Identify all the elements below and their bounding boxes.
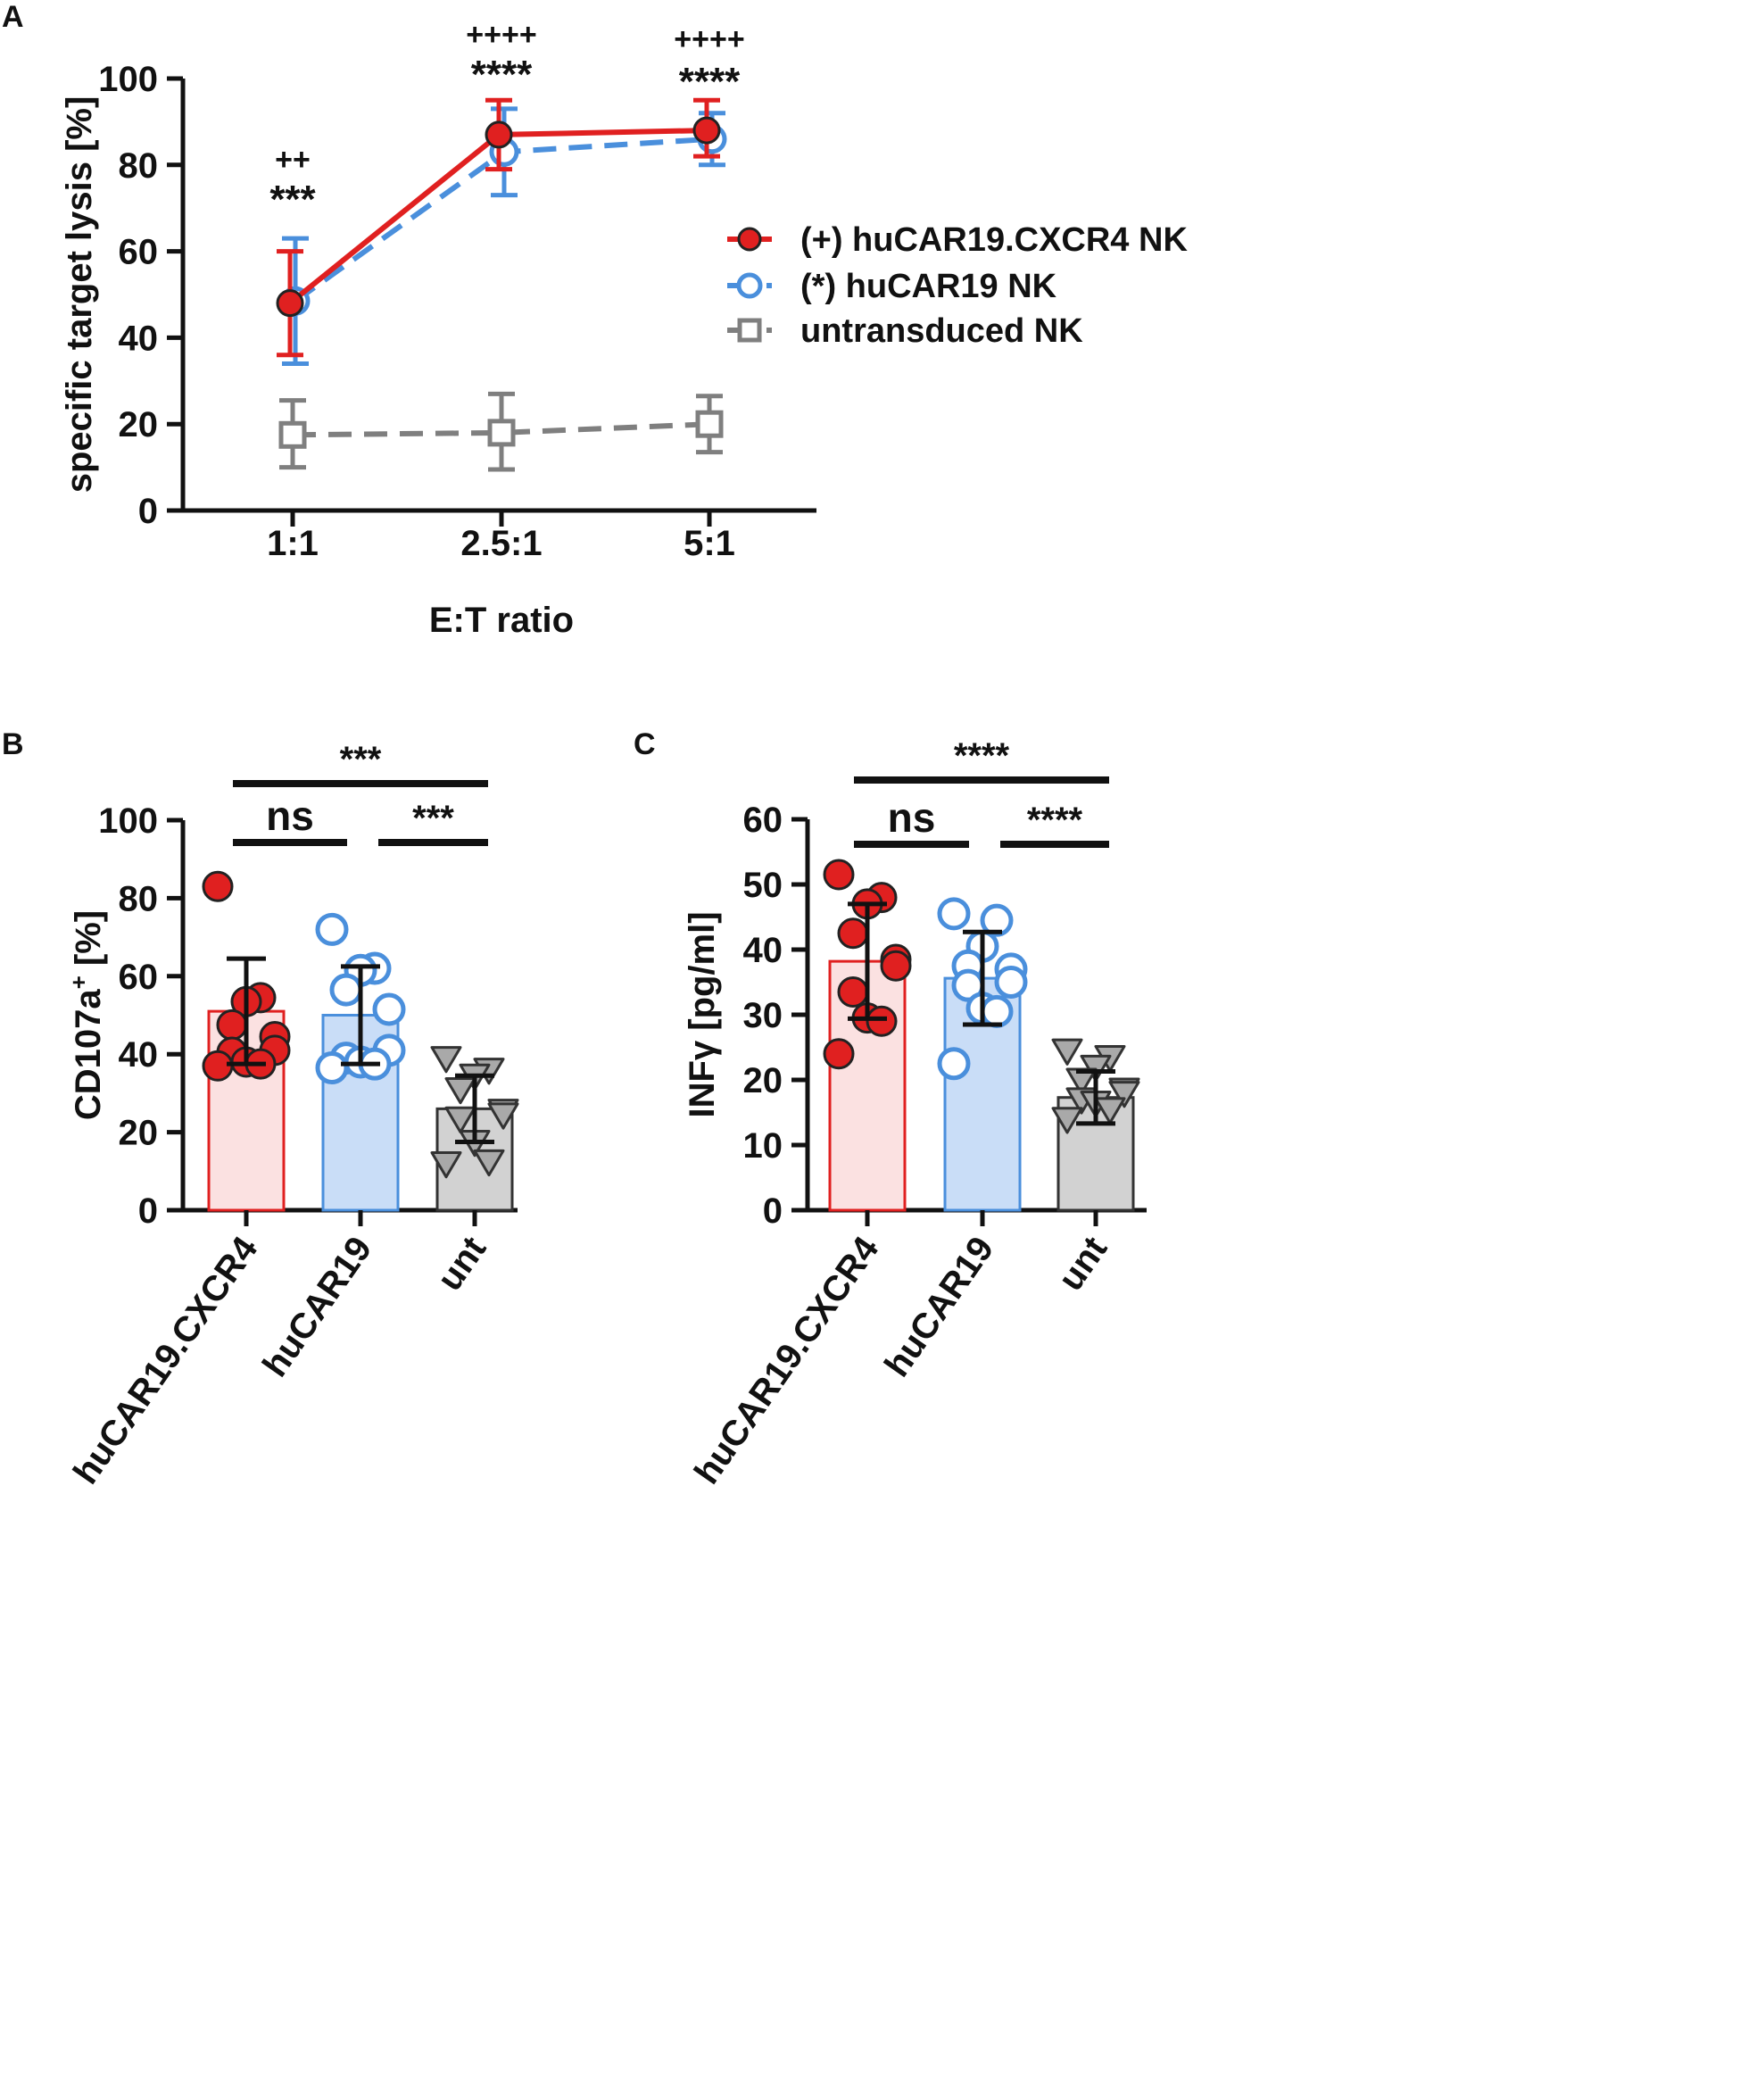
panel-b-data-point	[202, 870, 234, 902]
panel-b-x-tick-label: unt	[430, 1230, 494, 1298]
panel-a-y-tick-label: 0	[138, 492, 158, 531]
panel-b-data-point	[444, 1077, 476, 1105]
legend-label: untransduced NK	[800, 312, 1083, 350]
panel-c-x-tick-label: huCAR19	[877, 1230, 1001, 1384]
panel-c-data-point	[980, 994, 1014, 1028]
legend-marker	[737, 227, 762, 252]
panel-c-y-tick-label: 0	[763, 1191, 783, 1231]
panel-b-data-point	[329, 973, 363, 1007]
panel-b-data-point	[487, 1102, 519, 1130]
panel-a-point	[278, 420, 307, 449]
panel-c-y-tick-label: 60	[743, 801, 783, 840]
legend-marker	[737, 318, 762, 343]
panel-a-y-tick-label: 100	[98, 60, 158, 99]
panel-c-data-point	[880, 950, 912, 982]
panel-c-x-tick-label: unt	[1051, 1230, 1115, 1298]
panel-c-data-point	[1051, 1038, 1083, 1066]
panel-b-y-axis-title-sup: +	[65, 975, 92, 989]
panel-c-data-point	[866, 1005, 898, 1037]
panel-b-data-point	[444, 1106, 476, 1134]
panel-b-data-point	[372, 992, 406, 1026]
panel-a-point	[692, 116, 721, 145]
panel-b-y-tick-label: 40	[119, 1035, 159, 1075]
panel-c-data-point	[1108, 1081, 1140, 1108]
panel-b-data-point	[473, 1149, 505, 1177]
panel-c-data-point	[980, 903, 1014, 937]
panel-b-y-axis-title-main: CD107a	[69, 989, 108, 1121]
panel-a-star-annotation: ****	[679, 60, 741, 104]
panel-c-data-point	[1065, 1067, 1098, 1095]
panel-a-x-tick-label: 5:1	[684, 524, 735, 563]
panel-c-data-point	[1051, 1107, 1083, 1134]
legend-marker	[736, 272, 763, 299]
panel-c-sig-label: ****	[1027, 801, 1083, 840]
panel-a-label: A	[2, 0, 24, 34]
panel-a-y-tick-label: 20	[119, 405, 159, 444]
panel-b-data-point	[430, 1046, 462, 1074]
panel-a-star-annotation: ***	[269, 178, 316, 221]
panel-c-sig-label: ns	[888, 794, 936, 841]
panel-c-y-tick-label: 40	[743, 931, 783, 970]
panel-b-y-tick-label: 100	[98, 801, 158, 841]
panel-c-y-tick-label: 50	[743, 866, 783, 905]
panel-c-y-axis-title-main: INFγ [pg/ml]	[683, 911, 722, 1117]
panel-b-y-axis-title-rest: [%]	[69, 910, 108, 975]
panel-c-data-point	[1094, 1097, 1126, 1125]
panel-c-data-point	[837, 917, 869, 950]
panel-a-x-tick-label: 1:1	[267, 524, 319, 563]
legend-label: (*) huCAR19 NK	[800, 268, 1057, 305]
panel-c-data-point	[937, 1047, 971, 1081]
panel-b-y-tick-label: 0	[138, 1191, 158, 1231]
panel-a-y-tick-label: 40	[119, 319, 159, 358]
panel-b-sig-label: ***	[412, 799, 454, 838]
panel-b-data-point	[315, 912, 349, 946]
panel-b-y-tick-label: 80	[119, 879, 159, 918]
panel-b-data-point	[315, 1050, 349, 1084]
panel-a-plus-annotation: ++++	[674, 22, 744, 56]
panel-c-label: C	[634, 727, 656, 761]
panel-c-y-tick-label: 20	[743, 1061, 783, 1100]
panel-c-data-point	[937, 897, 971, 931]
panel-a-plus-annotation: ++	[275, 143, 311, 177]
panel-a-point	[695, 410, 724, 438]
panel-c-sig-label: ****	[954, 736, 1010, 776]
panel-c-data-point	[837, 975, 869, 1008]
panel-c-data-point	[823, 1038, 855, 1070]
panel-a-y-axis-title: specific target lysis [%]	[60, 96, 99, 494]
panel-c-data-point	[994, 966, 1028, 999]
panel-b-data-point	[430, 1151, 462, 1179]
panel-a-point	[276, 289, 304, 318]
panel-b-x-tick-label: huCAR19	[255, 1230, 379, 1384]
panel-b-y-axis-title: CD107a+ [%]	[65, 910, 108, 1120]
panel-c-x-tick-label: huCAR19.CXCR4	[687, 1229, 887, 1490]
panel-c-y-tick-label: 30	[743, 996, 783, 1035]
panel-b-label: B	[2, 727, 24, 761]
panel-a-x-axis-title: E:T ratio	[429, 601, 574, 640]
legend-label: (+) huCAR19.CXCR4 NK	[800, 221, 1188, 259]
panel-a-y-tick-label: 60	[119, 233, 159, 272]
panel-c-data-point	[823, 859, 855, 891]
panel-a-y-tick-label: 80	[119, 146, 159, 186]
panel-a-x-tick-label: 2.5:1	[460, 524, 542, 563]
panel-b-y-tick-label: 20	[119, 1114, 159, 1153]
panel-b-sig-label: ns	[266, 793, 314, 839]
panel-b-y-tick-label: 60	[119, 958, 159, 997]
panel-b-x-tick-label: huCAR19.CXCR4	[66, 1229, 266, 1490]
panel-b-data-point	[216, 1008, 248, 1041]
panel-c-y-axis-title: INFγ [pg/ml]	[683, 911, 722, 1117]
panel-a-star-annotation: ****	[471, 53, 533, 96]
panel-a-point	[487, 419, 516, 447]
panel-a-plus-annotation: ++++	[466, 18, 536, 52]
panel-a-point	[485, 120, 513, 149]
panel-c-y-tick-label: 10	[743, 1126, 783, 1166]
panel-b-sig-label: ***	[340, 740, 382, 779]
